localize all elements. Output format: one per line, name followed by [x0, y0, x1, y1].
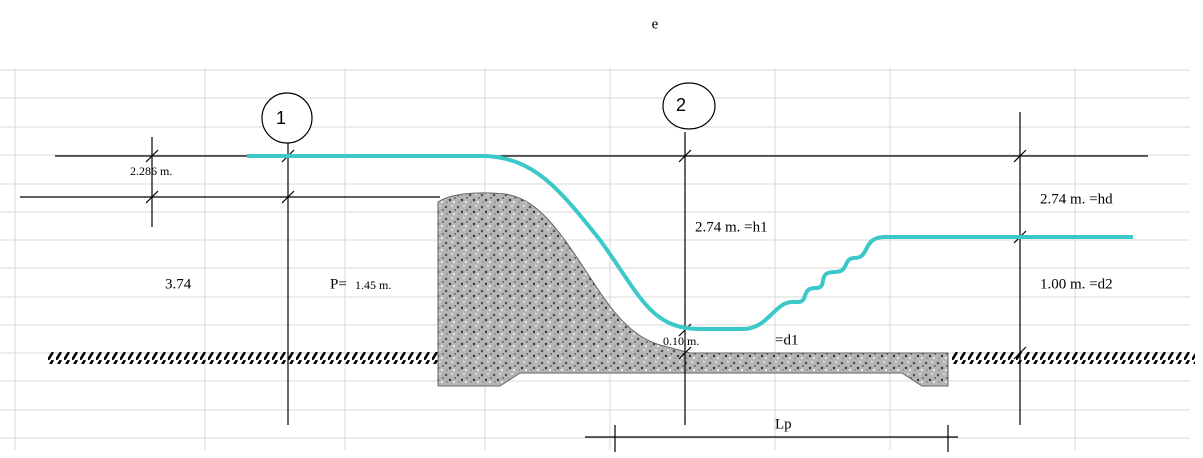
dimension-label: 2.74 m. =h1: [695, 219, 768, 235]
section-label: 2: [676, 95, 686, 115]
dimension-label: 0.10 m.: [663, 334, 699, 348]
dimension-label: 2.286 m.: [130, 164, 172, 178]
section-marker: [662, 82, 716, 130]
dimension-label: P=: [330, 276, 347, 292]
section-marker: [261, 92, 313, 144]
ground-hatch: [950, 352, 1195, 364]
dimension-label: 2.74 m. =hd: [1040, 191, 1113, 207]
dimension-label: 3.74: [165, 276, 192, 292]
weir-body: [437, 192, 949, 387]
dimension-label: Lp: [775, 416, 792, 432]
sheet-grid: [0, 68, 1190, 450]
dimension-lines: [20, 112, 1148, 452]
dimension-label: 1.00 m. =d2: [1040, 276, 1113, 292]
dimension-label: 1.45 m.: [355, 278, 391, 292]
title: e: [652, 16, 659, 32]
ground-hatch: [48, 352, 440, 364]
dimension-label: =d1: [775, 332, 798, 348]
section-label: 1: [276, 108, 286, 128]
water-surface: [247, 154, 1133, 331]
